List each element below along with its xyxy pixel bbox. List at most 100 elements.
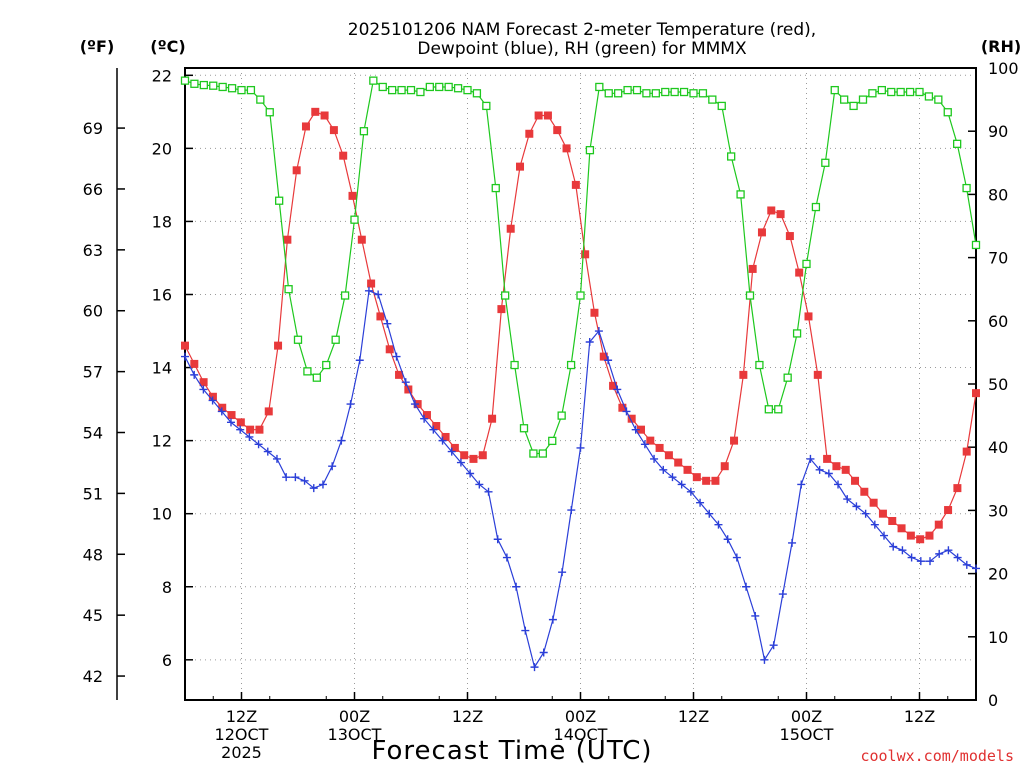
dewpoint-point xyxy=(291,473,300,482)
temperature-point xyxy=(962,447,971,456)
temperature-point xyxy=(813,370,822,379)
dewpoint-point xyxy=(190,370,199,379)
x-tick-label: 14OCT xyxy=(554,725,608,744)
dewpoint-point xyxy=(696,498,705,507)
x-tick-label: 00Z xyxy=(791,707,822,726)
temperature-point xyxy=(730,436,739,445)
temperature-point xyxy=(516,162,525,171)
dewpoint-point xyxy=(815,465,824,474)
temperature-point xyxy=(283,235,292,244)
temperature-point xyxy=(599,352,608,361)
rh-point xyxy=(397,85,406,95)
rh-point xyxy=(792,329,802,338)
rh-point xyxy=(821,158,830,167)
rh-point xyxy=(209,81,218,90)
rh-point xyxy=(472,89,482,98)
dewpoint-point xyxy=(208,396,217,405)
dewpoint-point xyxy=(742,582,751,591)
fahrenheit-tick-label: 45 xyxy=(83,606,103,625)
dewpoint-point xyxy=(613,385,622,394)
temperature-point xyxy=(636,425,645,434)
dewpoint-point xyxy=(962,560,971,569)
temperature-point xyxy=(953,484,962,493)
dewpoint-point xyxy=(226,418,235,427)
temperature-line xyxy=(184,111,977,540)
dewpoint-point xyxy=(282,473,291,482)
temperature-point xyxy=(655,443,664,452)
rh-point xyxy=(303,367,312,376)
rh-point xyxy=(661,87,670,97)
rh-point xyxy=(340,291,350,300)
dewpoint-point xyxy=(650,454,659,463)
celsius-tick-label: 16 xyxy=(152,285,172,304)
dewpoint-point xyxy=(677,480,686,489)
temperature-point xyxy=(488,414,497,423)
rh-axis-label: (RH) xyxy=(981,37,1021,56)
rh-tick-label: 100 xyxy=(988,59,1019,78)
temperature-point xyxy=(944,506,953,515)
chart-title-line-2: Dewpoint (blue), RH (green) for MMMX xyxy=(417,39,747,59)
rh-point xyxy=(359,127,369,136)
dewpoint-point xyxy=(668,473,677,482)
x-tick-label: 12Z xyxy=(226,707,257,726)
x-tick-label: 12Z xyxy=(678,707,709,726)
rh-point xyxy=(642,89,651,98)
temperature-point xyxy=(860,487,869,496)
dewpoint-point xyxy=(705,509,714,518)
dewpoint-point xyxy=(199,385,208,394)
dewpoint-point xyxy=(760,655,769,664)
temperature-point xyxy=(367,279,376,288)
temperature-point xyxy=(553,126,562,135)
dewpoint-point xyxy=(447,447,456,456)
rh-point xyxy=(745,291,755,300)
rh-point xyxy=(416,87,425,97)
celsius-tick-label: 6 xyxy=(162,651,172,670)
temperature-point xyxy=(823,454,832,463)
rh-point xyxy=(388,85,397,95)
temperature-point xyxy=(878,509,887,518)
rh-tick-label: 80 xyxy=(988,185,1008,204)
temperature-point xyxy=(450,443,459,452)
dewpoint-point xyxy=(530,663,539,672)
x-tick-label: 00Z xyxy=(339,707,370,726)
rh-point xyxy=(322,360,331,370)
rh-point xyxy=(915,87,924,97)
rh-point xyxy=(971,240,981,250)
dewpoint-point xyxy=(944,546,953,555)
temperature-point xyxy=(739,370,748,379)
rh-point xyxy=(614,89,623,98)
dewpoint-point xyxy=(254,440,263,449)
dewpoint-point xyxy=(539,648,548,657)
temperature-point xyxy=(348,191,357,200)
rh-point xyxy=(378,82,387,92)
temperature-point xyxy=(888,516,897,525)
rh-tick-label: 20 xyxy=(988,565,1008,584)
temperature-point xyxy=(460,451,469,460)
celsius-tick-label: 8 xyxy=(162,578,172,597)
temperature-point xyxy=(301,122,310,131)
celsius-axis-label: (ºC) xyxy=(150,37,185,56)
fahrenheit-tick-label: 69 xyxy=(83,119,103,138)
rh-point xyxy=(774,405,783,414)
temperature-point xyxy=(609,381,618,390)
rh-point xyxy=(651,89,660,98)
temperature-point xyxy=(497,305,506,314)
rh-tick-label: 30 xyxy=(988,501,1008,520)
rh-point xyxy=(576,291,585,300)
rh-point xyxy=(501,291,510,300)
dewpoint-point xyxy=(429,425,438,434)
rh-point xyxy=(312,373,321,382)
dewpoint-point xyxy=(898,546,907,555)
rh-tick-label: 10 xyxy=(988,628,1008,647)
temperature-point xyxy=(795,268,804,277)
dewpoint-point xyxy=(594,327,603,336)
temperature-point xyxy=(841,465,850,474)
rh-tick-label: 50 xyxy=(988,375,1008,394)
dewpoint-point xyxy=(272,454,281,463)
dewpoint-point xyxy=(640,440,649,449)
rh-point xyxy=(406,85,416,95)
rh-point xyxy=(953,139,962,148)
temperature-point xyxy=(757,228,766,237)
dewpoint-point xyxy=(337,436,346,445)
temperature-point xyxy=(525,129,534,138)
